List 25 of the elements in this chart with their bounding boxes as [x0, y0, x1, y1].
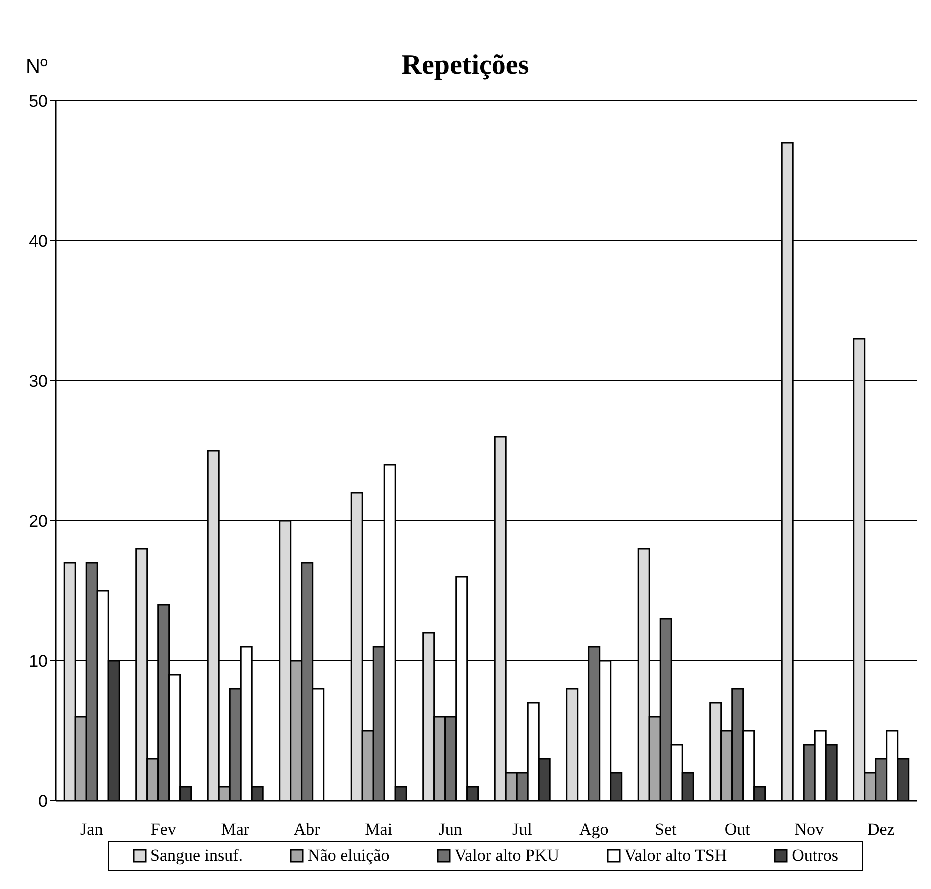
x-tick-label: Jul [512, 820, 533, 840]
x-tick-label: Out [724, 820, 751, 840]
y-tick-label: 50 [29, 92, 48, 112]
legend-label: Sangue insuf. [150, 846, 244, 866]
x-tick-label: Dez [867, 820, 896, 840]
x-tick-label: Mai [365, 820, 393, 840]
chart-title: Repetições [402, 50, 530, 81]
x-tick-label: Mar [221, 820, 250, 840]
legend-label: Outros [791, 846, 838, 866]
x-tick-label: Jan [80, 820, 104, 840]
y-tick-label: 30 [29, 372, 48, 392]
x-tick-label: Jun [438, 820, 463, 840]
y-tick-label: 20 [29, 512, 48, 532]
legend-label: Valor alto PKU [454, 846, 560, 866]
x-tick-label: Fev [150, 820, 177, 840]
x-tick-label: Nov [794, 820, 825, 840]
y-tick-label: 10 [29, 652, 48, 672]
x-tick-label: Set [655, 820, 678, 840]
x-tick-label: Abr [294, 820, 321, 840]
x-tick-label: Ago [579, 820, 609, 840]
legend-label: Valor alto TSH [624, 846, 728, 866]
y-tick-label: 40 [29, 232, 48, 252]
legend-label: Não eluição [307, 846, 390, 866]
y-axis-title: Nº [26, 56, 48, 79]
y-tick-label: 0 [38, 792, 48, 812]
